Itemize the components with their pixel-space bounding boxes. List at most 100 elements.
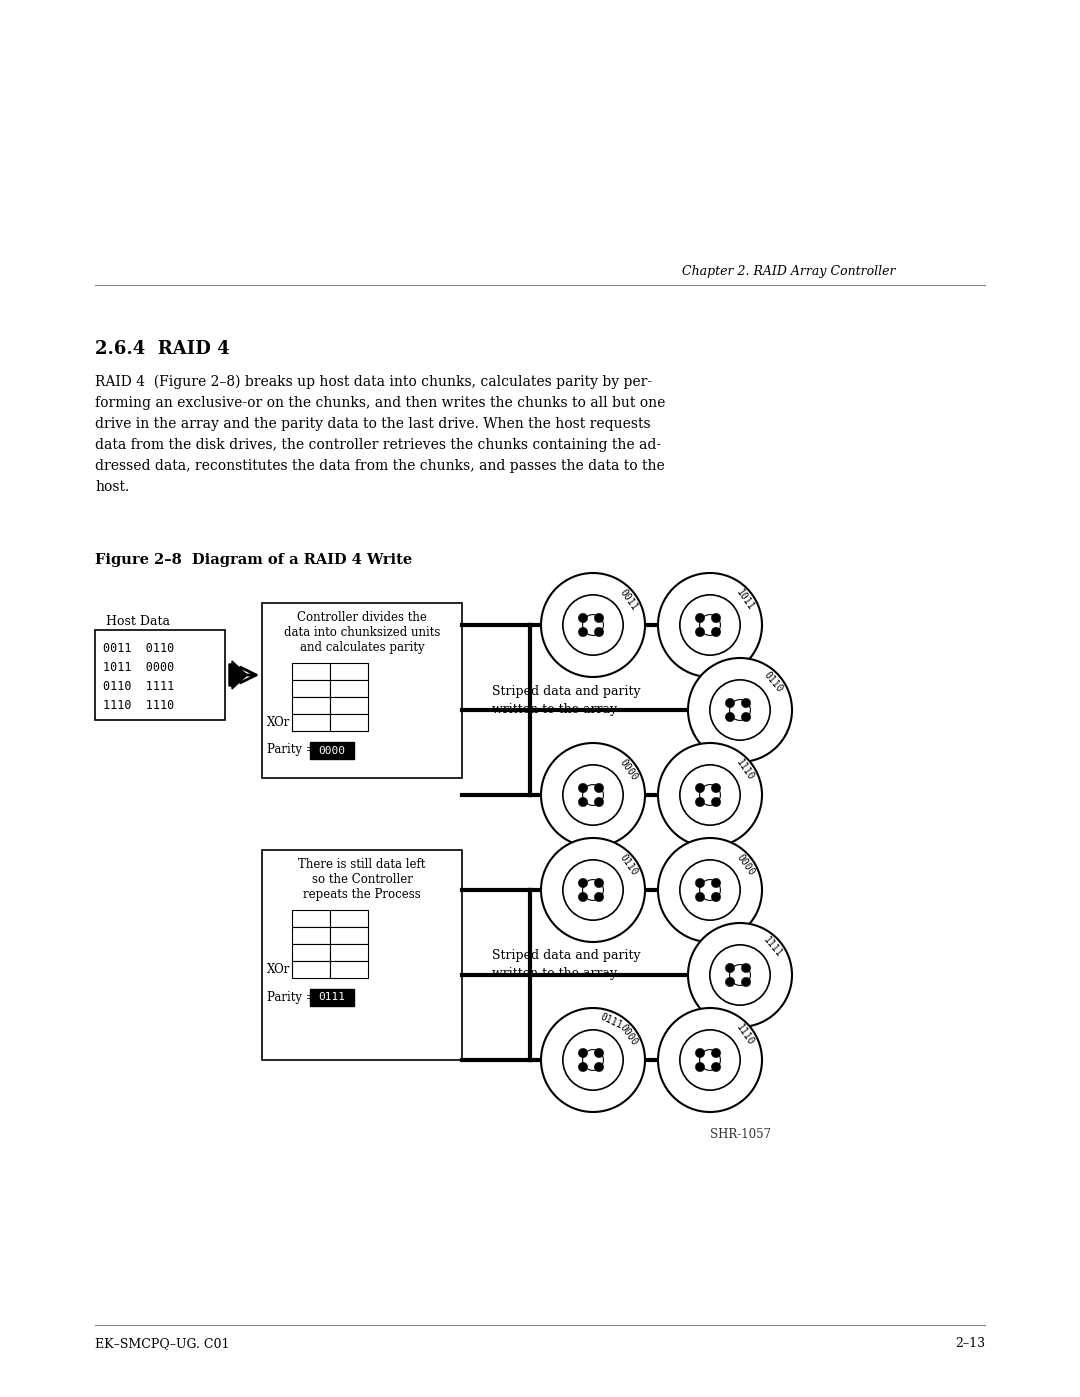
Circle shape [700,785,720,806]
Text: dressed data, reconstitutes the data from the chunks, and passes the data to the: dressed data, reconstitutes the data fro… [95,460,665,474]
Text: There is still data left: There is still data left [298,858,426,870]
Text: 0011: 0011 [618,588,639,613]
Text: 1110: 1110 [734,1023,756,1048]
Text: 0111: 0111 [598,1011,624,1031]
Circle shape [578,627,588,637]
Circle shape [594,893,604,901]
FancyBboxPatch shape [330,928,368,944]
Text: 0000: 0000 [319,746,346,756]
Text: 0110: 0110 [297,947,324,957]
Circle shape [679,1030,740,1090]
Text: 1110: 1110 [297,718,324,728]
Circle shape [688,658,792,761]
Circle shape [712,1062,720,1071]
FancyBboxPatch shape [330,697,368,714]
Circle shape [696,627,704,637]
Circle shape [741,978,751,986]
Circle shape [712,879,720,887]
Text: 1111: 1111 [336,947,363,957]
Text: Parity =: Parity = [267,990,315,1003]
Circle shape [541,1009,645,1112]
Text: Striped data and parity
written to the array: Striped data and parity written to the a… [492,950,640,981]
Text: SHR-1057: SHR-1057 [710,1127,771,1141]
Circle shape [563,764,623,826]
Text: 0000: 0000 [336,683,363,693]
Text: 1011: 1011 [734,588,756,613]
Text: 0000: 0000 [734,852,756,877]
Circle shape [712,893,720,901]
Text: 0111: 0111 [319,992,346,1003]
Text: Host Data: Host Data [106,615,170,629]
Text: XOr: XOr [267,717,291,729]
Circle shape [594,1048,604,1058]
FancyBboxPatch shape [330,680,368,697]
FancyBboxPatch shape [330,664,368,680]
Circle shape [582,785,604,806]
Text: 1110: 1110 [297,964,324,975]
Circle shape [658,1009,762,1112]
Text: 0110  1111: 0110 1111 [103,680,174,693]
Circle shape [578,893,588,901]
FancyBboxPatch shape [292,961,330,978]
Text: 2.6.4  RAID 4: 2.6.4 RAID 4 [95,339,230,358]
FancyArrow shape [229,661,247,689]
Circle shape [700,615,720,636]
Text: repeats the Process: repeats the Process [303,888,421,901]
Text: 1011: 1011 [297,930,324,940]
Circle shape [594,627,604,637]
Circle shape [712,798,720,806]
Circle shape [696,893,704,901]
Circle shape [712,1048,720,1058]
Text: 0000: 0000 [618,757,639,782]
FancyBboxPatch shape [330,909,368,928]
FancyBboxPatch shape [262,604,462,778]
Text: 1111: 1111 [761,935,784,960]
Circle shape [541,743,645,847]
Text: 1110: 1110 [734,757,756,782]
Text: 1111: 1111 [336,700,363,711]
FancyBboxPatch shape [292,944,330,961]
Circle shape [594,784,604,792]
Circle shape [696,798,704,806]
Circle shape [726,964,734,972]
Text: forming an exclusive-or on the chunks, and then writes the chunks to all but one: forming an exclusive-or on the chunks, a… [95,395,665,409]
Circle shape [712,627,720,637]
Text: so the Controller: so the Controller [311,873,413,886]
Circle shape [594,1062,604,1071]
FancyBboxPatch shape [310,742,354,759]
Text: 0000: 0000 [336,930,363,940]
Circle shape [679,595,740,655]
Circle shape [563,1030,623,1090]
Text: 0000: 0000 [618,1023,639,1048]
Text: 0011: 0011 [297,914,324,923]
FancyBboxPatch shape [292,909,330,928]
Text: 0110: 0110 [297,700,324,711]
Text: data into chunksized units: data into chunksized units [284,626,441,638]
Text: XOr: XOr [267,963,291,977]
Text: data from the disk drives, the controller retrieves the chunks containing the ad: data from the disk drives, the controlle… [95,439,661,453]
Circle shape [578,1048,588,1058]
FancyBboxPatch shape [310,989,354,1006]
Circle shape [541,573,645,678]
Circle shape [658,573,762,678]
Circle shape [563,859,623,921]
Circle shape [741,698,751,708]
Circle shape [696,784,704,792]
Text: and calculates parity: and calculates parity [299,641,424,654]
Text: host.: host. [95,481,130,495]
Circle shape [658,743,762,847]
FancyBboxPatch shape [330,714,368,731]
Circle shape [688,923,792,1027]
Text: RAID 4  (Figure 2–8) breaks up host data into chunks, calculates parity by per-: RAID 4 (Figure 2–8) breaks up host data … [95,374,652,390]
Text: EK–SMCPQ–UG. C01: EK–SMCPQ–UG. C01 [95,1337,229,1350]
Circle shape [700,1049,720,1070]
Circle shape [578,1062,588,1071]
Circle shape [696,1062,704,1071]
FancyBboxPatch shape [330,944,368,961]
Circle shape [741,712,751,722]
Circle shape [710,944,770,1006]
Text: 1011  0000: 1011 0000 [103,661,174,673]
Circle shape [679,764,740,826]
Circle shape [582,1049,604,1070]
Circle shape [700,880,720,901]
